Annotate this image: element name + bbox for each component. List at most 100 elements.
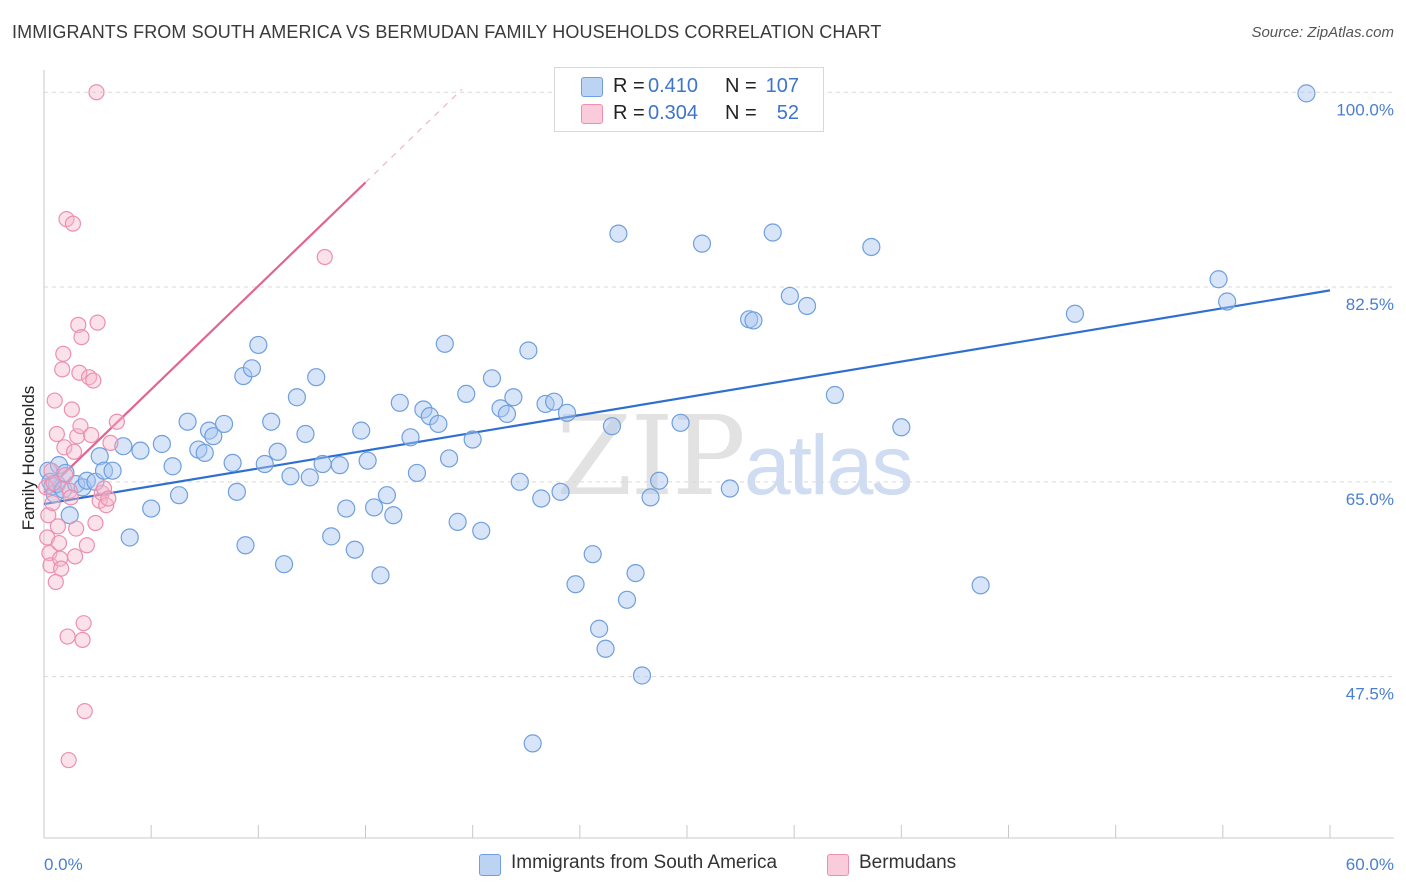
data-point-pink: [48, 575, 63, 590]
data-point-blue: [584, 546, 601, 563]
bottom-legend-label-pink: Bermudans: [859, 852, 956, 874]
data-point-pink: [88, 516, 103, 531]
y-tick-label: 82.5%: [1346, 295, 1394, 314]
data-point-blue: [464, 431, 481, 448]
data-point-blue: [143, 500, 160, 517]
data-point-blue: [520, 342, 537, 359]
stats-legend: R = 0.410 N = 107 R = 0.304 N = 52: [554, 67, 824, 132]
data-point-blue: [153, 435, 170, 452]
data-point-blue: [323, 528, 340, 545]
data-point-blue: [216, 415, 233, 432]
y-tick-label: 100.0%: [1336, 100, 1394, 119]
data-point-pink: [54, 561, 69, 576]
data-point-blue: [441, 450, 458, 467]
data-point-blue: [132, 442, 149, 459]
legend-r-value: 0.410: [648, 75, 698, 98]
legend-r-value: 0.304: [648, 102, 698, 125]
data-point-blue: [799, 297, 816, 314]
data-point-pink: [84, 428, 99, 443]
data-point-blue: [533, 490, 550, 507]
data-point-blue: [314, 456, 331, 473]
data-point-pink: [65, 216, 80, 231]
data-point-blue: [408, 464, 425, 481]
x-tick-label: 60.0%: [1346, 855, 1394, 874]
data-point-pink: [61, 753, 76, 768]
data-point-pink: [317, 249, 332, 264]
data-point-blue: [558, 404, 575, 421]
data-point-blue: [171, 487, 188, 504]
x-tick-label: 0.0%: [44, 855, 83, 874]
data-point-blue: [826, 387, 843, 404]
data-point-blue: [430, 415, 447, 432]
data-point-pink: [63, 490, 78, 505]
data-point-blue: [346, 541, 363, 558]
data-point-blue: [282, 468, 299, 485]
data-point-blue: [591, 620, 608, 637]
data-point-blue: [893, 419, 910, 436]
data-point-blue: [552, 483, 569, 500]
data-point-blue: [391, 394, 408, 411]
data-point-blue: [473, 522, 490, 539]
data-point-pink: [45, 495, 60, 510]
data-point-blue: [288, 389, 305, 406]
data-point-blue: [458, 385, 475, 402]
data-point-blue: [1219, 293, 1236, 310]
legend-n-value: 52: [759, 102, 799, 125]
legend-n-value: 107: [759, 75, 799, 98]
data-point-blue: [179, 413, 196, 430]
data-point-blue: [972, 577, 989, 594]
data-point-blue: [603, 418, 620, 435]
data-point-blue: [121, 529, 138, 546]
trend-line-blue: [44, 290, 1330, 504]
data-point-pink: [68, 549, 83, 564]
legend-row-pink: R = 0.304 N = 52: [555, 101, 823, 127]
data-point-blue: [1298, 85, 1315, 102]
legend-swatch-blue: [581, 77, 603, 97]
legend-n-label: N =: [725, 75, 757, 98]
data-point-blue: [764, 224, 781, 241]
data-point-blue: [597, 640, 614, 657]
data-point-pink: [58, 468, 73, 483]
bottom-legend-swatch-blue: [479, 854, 501, 876]
data-point-blue: [1210, 271, 1227, 288]
data-point-blue: [567, 576, 584, 593]
data-point-blue: [642, 489, 659, 506]
data-point-pink: [60, 629, 75, 644]
data-point-blue: [224, 454, 241, 471]
y-tick-label: 47.5%: [1346, 685, 1394, 704]
data-point-pink: [101, 491, 116, 506]
data-point-pink: [76, 616, 91, 631]
data-point-blue: [745, 312, 762, 329]
data-point-blue: [694, 235, 711, 252]
data-point-blue: [633, 667, 650, 684]
axes: [44, 70, 1394, 838]
data-point-blue: [627, 565, 644, 582]
bottom-legend-swatch-pink: [827, 854, 849, 876]
data-point-blue: [402, 429, 419, 446]
data-point-blue: [781, 287, 798, 304]
scatter-chart: 47.5%65.0%82.5%100.0%0.0%60.0%Family Hou…: [0, 0, 1406, 892]
data-point-blue: [721, 480, 738, 497]
data-point-blue: [301, 469, 318, 486]
legend-r-label: R =: [613, 75, 645, 98]
data-point-blue: [353, 422, 370, 439]
data-point-blue: [250, 336, 267, 353]
data-point-pink: [49, 426, 64, 441]
data-point-pink: [86, 373, 101, 388]
data-point-blue: [276, 556, 293, 573]
data-point-blue: [436, 335, 453, 352]
data-point-blue: [366, 499, 383, 516]
data-point-blue: [505, 389, 522, 406]
data-point-blue: [331, 457, 348, 474]
data-point-pink: [79, 538, 94, 553]
data-point-blue: [672, 414, 689, 431]
data-point-pink: [77, 704, 92, 719]
data-point-blue: [164, 458, 181, 475]
data-point-blue: [269, 443, 286, 460]
data-point-blue: [378, 487, 395, 504]
data-point-blue: [359, 452, 376, 469]
trend-lines: [44, 89, 1330, 504]
data-point-pink: [103, 435, 118, 450]
data-point-blue: [338, 500, 355, 517]
data-point-pink: [55, 362, 70, 377]
